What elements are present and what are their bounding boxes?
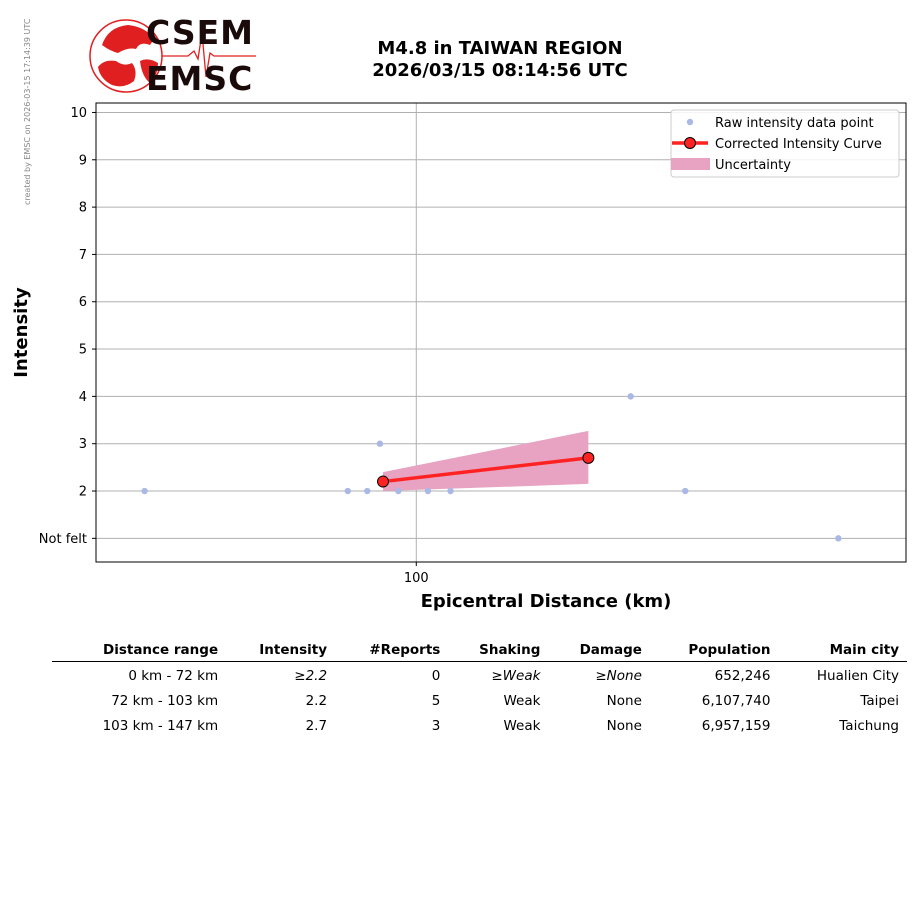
table-header-cell: Intensity — [226, 640, 336, 662]
raw-data-point — [376, 440, 384, 447]
legend-swatch-band — [671, 158, 710, 170]
table-cell: None — [606, 692, 642, 709]
table-row: 103 km - 147 km 2.7 3 Weak None 6,957,159 Taic… — [52, 712, 907, 737]
raw-data-point — [395, 487, 402, 495]
raw-data-point — [364, 487, 371, 495]
legend-label-curve: Corrected Intensity Curve — [715, 137, 882, 152]
table-cell: Taichung — [839, 717, 899, 734]
plot-frame — [95, 102, 907, 563]
y-tick-label: 3 — [79, 437, 87, 452]
table-header-cell: Main city — [778, 640, 907, 662]
y-tick-label: 9 — [79, 153, 87, 168]
raw-data-point — [835, 535, 842, 542]
table-cell: Weak — [503, 692, 541, 709]
table-row: 0 km - 72 km ≥2.2 0 ≥Weak ≥None 652,246 Hualie… — [52, 662, 907, 688]
globe-logo-icon — [89, 19, 256, 93]
chart-title-line1: M4.8 in TAIWAN REGION — [377, 38, 623, 59]
table-cell: ≥2.2 — [294, 667, 328, 684]
intensity-summary-table: Distance range Intensity #Reports Shaking Da… — [52, 640, 907, 737]
corrected-curve-line — [382, 456, 589, 484]
table-cell: Hualien City — [816, 667, 899, 684]
y-tick-label: 5 — [79, 343, 87, 358]
chart-title: M4.8 in TAIWAN REGION 2026/03/15 08:14:5… — [300, 38, 700, 82]
table-cell: Taipei — [860, 692, 899, 709]
legend-marker-raw — [686, 118, 694, 126]
table-cell: 6,957,159 — [701, 717, 771, 734]
y-tick-label: 2 — [79, 485, 87, 500]
logo-text-emsc: EMSC — [146, 59, 254, 98]
x-axis-label: Epicentral Distance (km) — [421, 591, 672, 612]
y-tick-label: Not felt — [39, 532, 87, 547]
corrected-curve-marker — [377, 475, 390, 488]
table-cell: Weak — [503, 717, 541, 734]
y-tick-label: 6 — [79, 295, 87, 310]
y-tick-label: 4 — [79, 390, 87, 405]
intensity-chart: Not felt 2 3 4 5 6 7 8 9 10 100 Epicentral Distance… — [11, 102, 907, 612]
logo-text-csem: CSEM — [146, 13, 254, 52]
table-header-cell: #Reports — [335, 640, 449, 662]
table-row: 72 km - 103 km 2.2 5 Weak None 6,107,740 Taipe… — [52, 687, 907, 712]
legend-label-band: Uncertainty — [715, 158, 791, 173]
raw-data-point — [141, 487, 148, 495]
table-cell: 6,107,740 — [701, 692, 771, 709]
y-tick-label: 10 — [70, 106, 87, 121]
table-cell: 103 km - 147 km — [102, 717, 219, 734]
table-header-cell: Shaking — [448, 640, 549, 662]
table-cell: 5 — [431, 692, 441, 709]
table-cell: 72 km - 103 km — [111, 692, 219, 709]
table-header-cell: Damage — [548, 640, 650, 662]
table-header-row: Distance range Intensity #Reports Shaking Da… — [52, 640, 907, 662]
table-cell: 0 — [431, 667, 441, 684]
corrected-curve-marker — [582, 451, 595, 464]
legend-marker-curve — [684, 137, 696, 149]
legend-box — [670, 109, 900, 178]
table-cell: 0 km - 72 km — [128, 667, 219, 684]
table-header-cell: Distance range — [52, 640, 227, 662]
table-cell: ≥Weak — [491, 667, 541, 684]
table-cell: 3 — [431, 717, 441, 734]
table-cell: None — [606, 717, 642, 734]
y-axis-label: Intensity — [11, 287, 32, 378]
raw-data-point — [682, 487, 689, 495]
raw-data-point — [344, 487, 351, 495]
raw-data-point — [447, 487, 454, 495]
x-tick-label: 100 — [404, 571, 429, 586]
chart-title-line2: 2026/03/15 08:14:56 UTC — [372, 60, 628, 81]
table-cell: ≥None — [595, 667, 642, 684]
raw-data-point — [627, 393, 634, 400]
y-tick-label: 7 — [79, 248, 87, 263]
y-tick-label: 8 — [79, 201, 87, 216]
table-body: 0 km - 72 km ≥2.2 0 ≥Weak ≥None 652,246 Hualie… — [52, 662, 907, 738]
raw-data-point — [424, 487, 432, 495]
table-cell: 2.2 — [305, 692, 328, 709]
table-header-cell: Population — [649, 640, 779, 662]
table-cell: 652,246 — [714, 667, 771, 684]
table-cell: 2.7 — [305, 717, 328, 734]
legend-label-raw: Raw intensity data point — [715, 116, 874, 131]
emsc-logo: CSEM EMSC — [88, 13, 258, 100]
